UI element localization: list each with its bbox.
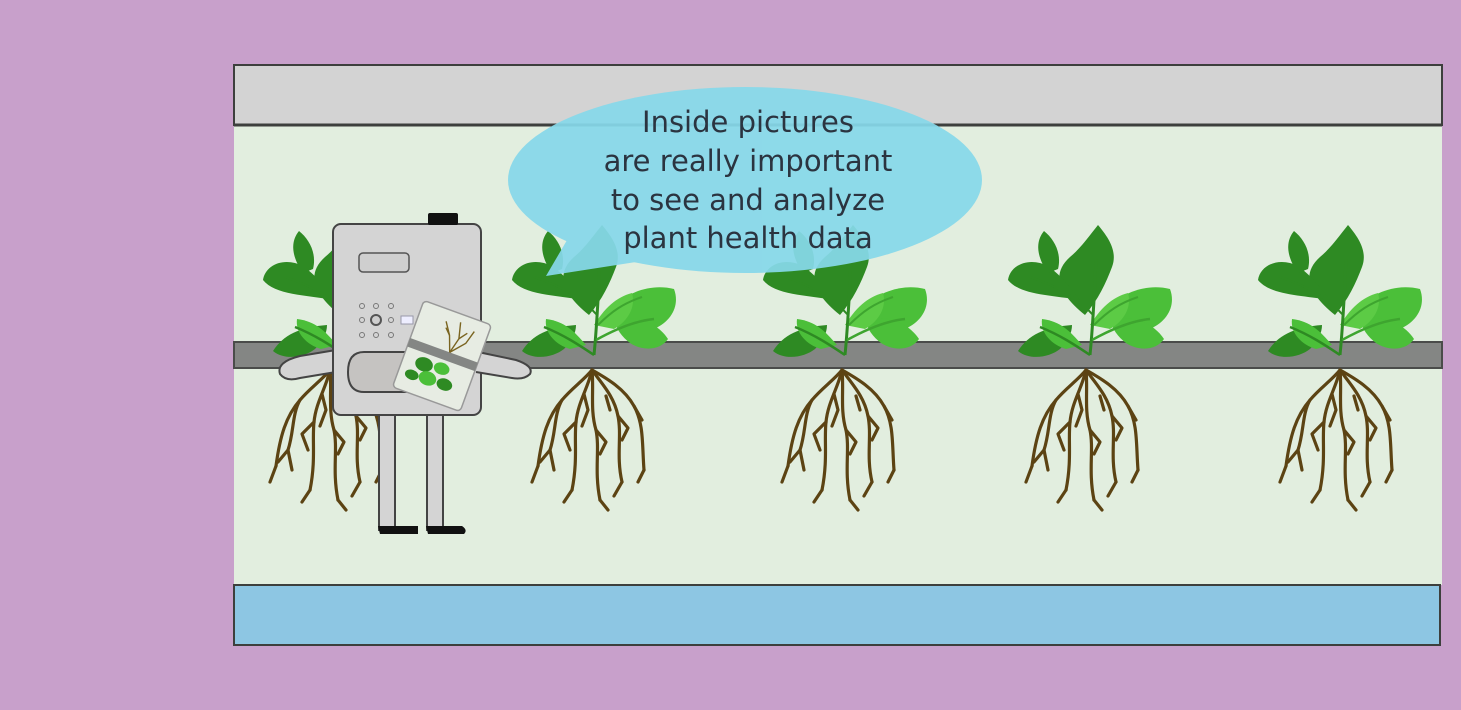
speech-line-1: Inside pictures [642,105,854,139]
robot-antenna [428,213,458,225]
robot-left-leg [378,411,396,531]
robot-indicator [400,315,414,325]
photo-roots-icon [445,321,475,354]
speech-line-3: to see and analyze [611,183,885,217]
robot [278,213,532,534]
robot-left-arm [278,349,337,381]
robot-lens-icon [370,314,382,326]
photo-card [392,300,492,412]
robot-display [358,252,410,273]
water-reservoir [233,584,1441,646]
robot-left-foot [378,526,418,534]
robot-right-foot [426,526,466,534]
speech-line-4: plant health data [623,221,873,255]
speech-bubble-body [508,87,982,273]
speech-bubble-tail [546,235,636,276]
photo-leaves-icon [404,357,453,391]
robot-right-arm [475,351,532,380]
speech-bubble-text: Inside pictures are really important to … [604,105,893,255]
robot-right-leg [426,411,444,531]
robot-buttons [359,303,394,338]
speech-bubble [508,87,982,276]
speech-line-2: are really important [604,144,893,178]
